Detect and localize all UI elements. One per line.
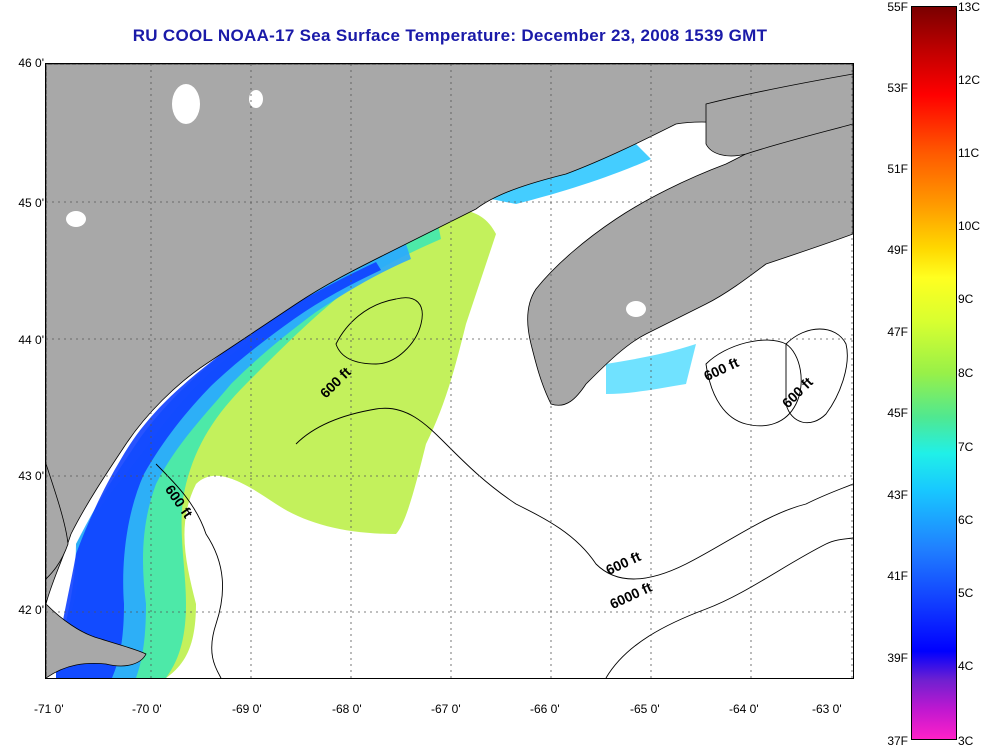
lat-lon-grid: [46, 64, 853, 678]
land-mass: [46, 64, 853, 678]
sst-map: [45, 63, 854, 679]
lon-label-64: -64 0': [729, 702, 759, 716]
lat-label-46: 46 0': [18, 56, 44, 70]
cbar-f-55: 55F: [887, 0, 908, 14]
lon-label-69: -69 0': [232, 702, 262, 716]
cbar-c-5: 5C: [958, 586, 974, 600]
depth-contours: [155, 297, 853, 678]
lat-label-43: 43 0': [18, 469, 44, 483]
cbar-c-3: 3C: [958, 734, 974, 748]
cbar-c-11: 11C: [958, 146, 980, 160]
map-title: RU COOL NOAA-17 Sea Surface Temperature:…: [132, 26, 768, 45]
lat-label-42: 42 0': [18, 603, 44, 617]
lon-label-67: -67 0': [431, 702, 461, 716]
lat-label-44: 44 0': [18, 333, 44, 347]
lon-label-63: -63 0': [812, 702, 842, 716]
cbar-f-49: 49F: [887, 243, 908, 257]
cbar-c-6: 6C: [958, 513, 974, 527]
lon-label-68: -68 0': [332, 702, 362, 716]
cbar-c-13: 13C: [958, 0, 981, 14]
cbar-c-10: 10C: [958, 219, 981, 233]
lat-label-45: 45 0': [18, 196, 44, 210]
lon-label-66: -66 0': [530, 702, 560, 716]
cbar-f-47: 47F: [887, 325, 908, 339]
cbar-f-53: 53F: [887, 81, 908, 95]
cbar-f-45: 45F: [887, 406, 908, 420]
map-canvas: [46, 64, 853, 678]
cbar-c-9: 9C: [958, 292, 974, 306]
lon-label-71: -71 0': [34, 702, 64, 716]
cbar-f-41: 41F: [887, 569, 908, 583]
cbar-f-39: 39F: [887, 651, 908, 665]
temperature-colorbar: [911, 6, 957, 740]
cbar-f-51: 51F: [887, 162, 908, 176]
cbar-f-37: 37F: [887, 734, 908, 748]
cbar-c-7: 7C: [958, 440, 974, 454]
lon-label-65: -65 0': [630, 702, 660, 716]
cbar-f-43: 43F: [887, 488, 908, 502]
cbar-c-12: 12C: [958, 73, 981, 87]
lon-label-70: -70 0': [132, 702, 162, 716]
cbar-c-8: 8C: [958, 366, 974, 380]
cbar-c-4: 4C: [958, 659, 974, 673]
